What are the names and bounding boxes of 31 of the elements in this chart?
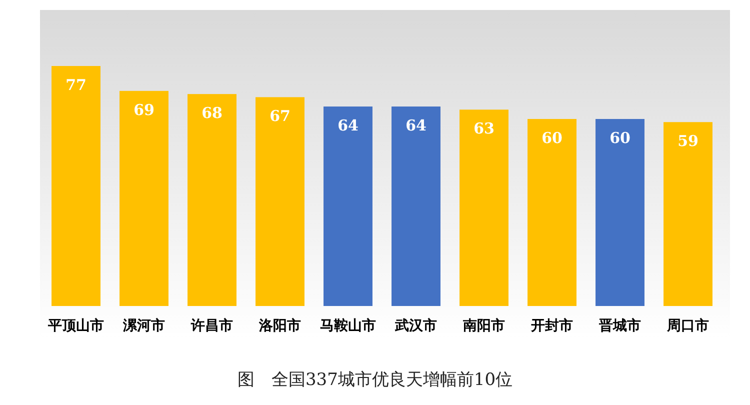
bar [664,122,712,306]
data-label: 69 [134,100,154,119]
bar [528,118,576,306]
x-tick-label: 许昌市 [190,317,233,334]
x-tick-label: 洛阳市 [258,317,301,334]
x-tick-label: 漯河市 [122,317,165,334]
data-label: 67 [270,107,290,126]
data-label: 59 [678,132,698,150]
x-tick-label: 南阳市 [462,317,505,334]
x-tick-label: 武汉市 [394,317,437,334]
bar [460,110,508,306]
data-label: 63 [474,120,494,138]
data-label: 64 [338,116,358,135]
data-label: 68 [202,104,222,122]
data-label: 77 [66,76,86,94]
x-tick-label: 马鞍山市 [320,317,376,334]
bar [52,66,100,306]
bar [120,90,168,306]
bar [596,118,644,306]
text: 图 全国337城市优良天增幅前10位 [237,370,513,390]
x-tick-label: 开封市 [530,317,573,334]
data-label: 60 [542,128,562,147]
x-tick-label: 平顶山市 [47,317,104,334]
data-label: 60 [610,128,630,147]
bar [392,106,440,306]
x-tick-label: 晋城市 [598,317,641,334]
bar [256,97,304,306]
bar [188,94,236,306]
bar [324,106,372,306]
x-tick-label: 周口市 [666,317,709,334]
data-label: 64 [406,116,426,135]
